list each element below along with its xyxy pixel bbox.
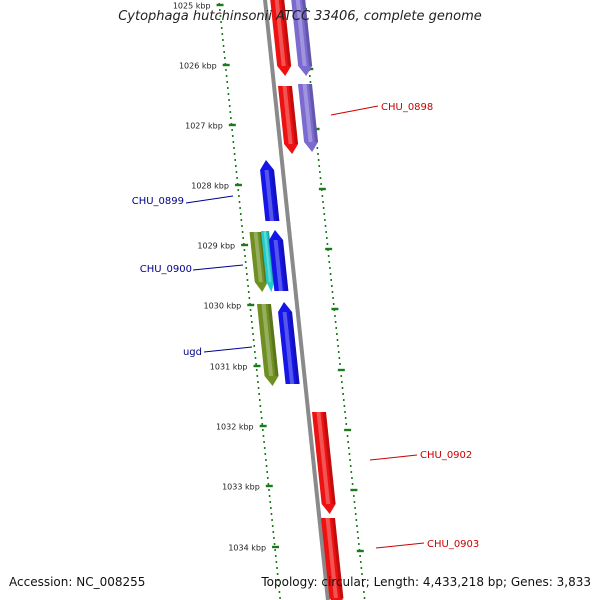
tick-label: 1029 kbp bbox=[197, 242, 235, 251]
gene-highlight bbox=[325, 518, 338, 598]
gene-body bbox=[321, 518, 344, 600]
gene-label-leader bbox=[203, 346, 253, 353]
gene-shadow bbox=[308, 84, 319, 142]
gene-label-leader bbox=[185, 195, 234, 204]
gene-body bbox=[257, 304, 279, 386]
tick-label: 1025 kbp bbox=[173, 2, 211, 11]
left-tick-track bbox=[218, 3, 281, 599]
gene-label-leader bbox=[330, 105, 379, 116]
gene-body bbox=[278, 302, 300, 384]
gene-body bbox=[291, 0, 313, 76]
gene-body bbox=[312, 412, 336, 514]
gene-arrow bbox=[257, 304, 279, 386]
tick-label: 1026 kbp bbox=[179, 62, 217, 71]
gene-arrow bbox=[260, 160, 280, 221]
gene-body bbox=[278, 86, 299, 154]
gene-label: CHU_0903 bbox=[427, 539, 479, 550]
gene-label: ugd bbox=[183, 347, 202, 358]
gene-shadow bbox=[270, 170, 280, 221]
gene-highlight bbox=[273, 240, 283, 291]
gene-arrow bbox=[278, 302, 300, 384]
gene-highlight bbox=[295, 0, 307, 66]
gene-highlight bbox=[282, 86, 293, 144]
gene-shadow bbox=[288, 312, 300, 384]
gene-shadow bbox=[279, 240, 289, 291]
tick-label: 1033 kbp bbox=[222, 483, 260, 492]
gene-label: CHU_0899 bbox=[132, 196, 184, 207]
gene-label-leader bbox=[369, 454, 418, 461]
gene-body bbox=[270, 0, 292, 76]
accession-text: Accession: NC_008255 bbox=[9, 575, 146, 589]
gene-shadow bbox=[267, 304, 279, 376]
gene-body bbox=[261, 231, 275, 292]
gene-highlight bbox=[274, 0, 286, 66]
tick-label: 1031 kbp bbox=[210, 363, 248, 372]
gene-highlight bbox=[263, 231, 272, 282]
gene-label-leader bbox=[375, 542, 425, 549]
gene-shadow bbox=[288, 86, 299, 144]
gene-arrow bbox=[312, 412, 336, 514]
gene-arrow bbox=[298, 84, 319, 152]
gene-highlight bbox=[264, 170, 274, 221]
gene-label: CHU_0898 bbox=[381, 102, 433, 113]
gene-shadow bbox=[331, 518, 344, 598]
gene-arrow bbox=[321, 518, 344, 600]
gene-shadow bbox=[302, 0, 313, 66]
gene-body bbox=[269, 230, 289, 291]
tick-label: 1027 kbp bbox=[185, 122, 223, 131]
gene-label: CHU_0900 bbox=[140, 264, 192, 275]
gene-arrow bbox=[278, 86, 299, 154]
gene-shadow bbox=[281, 0, 292, 66]
gene-label-leader bbox=[192, 264, 244, 271]
gene-highlight bbox=[261, 304, 274, 376]
gene-arrow bbox=[270, 0, 292, 76]
gene-highlight bbox=[316, 412, 331, 504]
genome-title: Cytophaga hutchinsonii ATCC 33406, compl… bbox=[118, 9, 482, 24]
tick-label: 1028 kbp bbox=[191, 182, 229, 191]
gene-body bbox=[260, 160, 280, 221]
gene-highlight bbox=[282, 312, 295, 384]
tick-label: 1032 kbp bbox=[216, 423, 254, 432]
genome-backbone bbox=[263, 0, 330, 600]
gene-label: CHU_0902 bbox=[420, 450, 472, 461]
tick-label: 1030 kbp bbox=[204, 302, 242, 311]
gene-arrow bbox=[269, 230, 289, 291]
topology-text: Topology: circular; Length: 4,433,218 bp… bbox=[261, 575, 591, 589]
gene-body bbox=[298, 84, 319, 152]
gene-shadow bbox=[322, 412, 336, 504]
gene-highlight bbox=[253, 232, 263, 282]
tick-label: 1034 kbp bbox=[228, 544, 266, 553]
gene-highlight bbox=[302, 84, 313, 142]
gene-arrow bbox=[291, 0, 313, 76]
